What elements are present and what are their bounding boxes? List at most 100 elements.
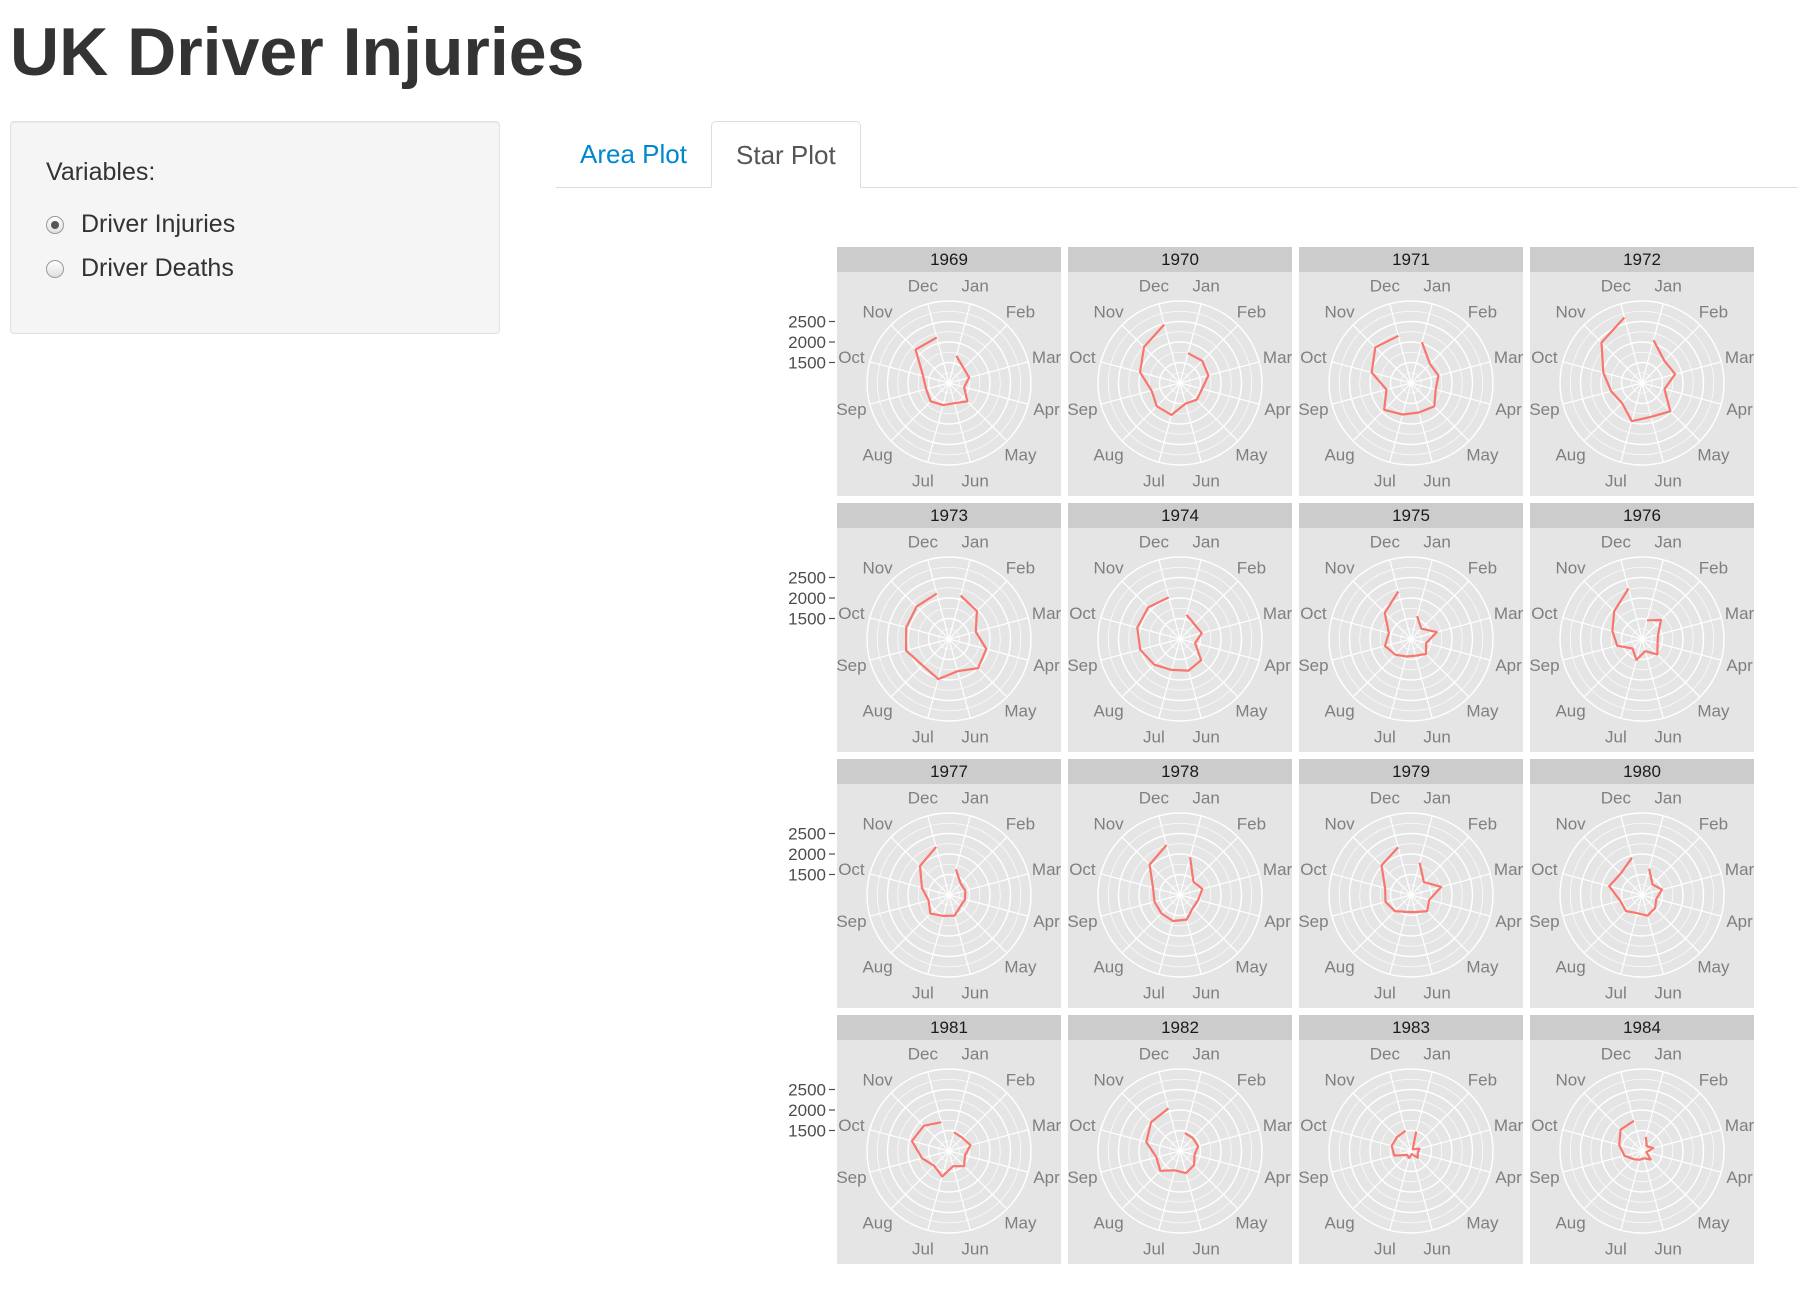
- y-tick-label: 1500: [788, 866, 826, 885]
- grid-spoke: [1100, 873, 1181, 896]
- month-label: Jan: [1192, 532, 1219, 551]
- month-label: Jul: [1605, 984, 1627, 1003]
- tab-area-plot[interactable]: Area Plot: [580, 139, 687, 169]
- grid-spoke: [927, 303, 950, 384]
- month-label: Sep: [1529, 912, 1559, 931]
- month-label: Jan: [1192, 276, 1219, 295]
- grid-spoke: [1583, 894, 1643, 954]
- grid-ring: [1128, 587, 1232, 691]
- grid-spoke: [948, 1150, 971, 1231]
- month-label: Oct: [1069, 1116, 1096, 1135]
- grid-spoke: [1641, 894, 1664, 975]
- y-tick-label: 1500: [788, 1122, 826, 1141]
- radio-driver-deaths[interactable]: Driver Deaths: [46, 254, 234, 283]
- grid-spoke: [948, 894, 971, 975]
- month-label: Oct: [838, 1116, 865, 1135]
- grid-ring: [1400, 628, 1422, 650]
- month-label: May: [1004, 1213, 1037, 1232]
- star-plot-chart: 1969 Jan Feb Mar Apr May Jun Jul Aug Sep Oct Nov Dec…: [788, 247, 1755, 1264]
- month-label: Oct: [1069, 860, 1096, 879]
- grid-ring: [1117, 320, 1243, 446]
- grid-ring: [1107, 822, 1253, 968]
- grid-spoke: [869, 617, 950, 640]
- month-label: Oct: [1531, 348, 1558, 367]
- grid-spoke: [1620, 303, 1643, 384]
- grid-spoke: [1121, 324, 1181, 384]
- month-label: Mar: [1032, 860, 1062, 879]
- grid-ring: [1600, 341, 1684, 425]
- data-line: [910, 1121, 972, 1178]
- month-label: Dec: [1139, 276, 1170, 295]
- facet-strip: [1299, 247, 1523, 272]
- grid-ring: [907, 341, 991, 425]
- month-label: Mar: [1032, 1116, 1062, 1135]
- month-label: Mar: [1263, 1116, 1293, 1135]
- month-label: Jun: [961, 984, 988, 1003]
- month-label: Dec: [1370, 788, 1401, 807]
- grid-spoke: [1179, 638, 1239, 698]
- month-label: Aug: [1093, 1213, 1123, 1232]
- month-label: Aug: [1324, 701, 1354, 720]
- grid-spoke: [1583, 1092, 1643, 1152]
- data-line: [918, 846, 967, 917]
- y-tick-label: 2500: [788, 1081, 826, 1100]
- grid-ring: [1158, 617, 1202, 661]
- month-label: May: [1697, 445, 1730, 464]
- month-label: Jun: [1192, 984, 1219, 1003]
- grid-spoke: [1179, 382, 1260, 405]
- grid-spoke: [1620, 638, 1643, 719]
- month-label: Feb: [1468, 1071, 1497, 1090]
- radio-driver-injuries[interactable]: Driver Injuries: [46, 210, 235, 239]
- grid-spoke: [927, 1150, 950, 1231]
- radio-checked-icon[interactable]: [46, 215, 64, 234]
- tab-star-plot[interactable]: Star Plot: [711, 121, 861, 188]
- month-label: Jun: [1654, 984, 1681, 1003]
- grid-spoke: [1410, 1129, 1491, 1152]
- grid-spoke: [1158, 559, 1181, 640]
- month-label: Feb: [1006, 303, 1035, 322]
- y-tick-label: 2500: [788, 825, 826, 844]
- grid-ring: [1600, 597, 1684, 681]
- grid-spoke: [1100, 382, 1181, 405]
- facet-strip-label: 1979: [1392, 762, 1430, 781]
- grid-ring: [1379, 863, 1443, 927]
- y-tick-label: 2500: [788, 569, 826, 588]
- month-label: Jul: [1143, 728, 1165, 747]
- grid-ring: [1631, 1140, 1653, 1162]
- data-line: [1380, 846, 1443, 914]
- grid-spoke: [1410, 382, 1433, 463]
- month-label: May: [1235, 1213, 1268, 1232]
- facet-panel: 1972 Jan Feb Mar Apr May Jun Jul Aug Sep Oct Nov Dec: [1529, 247, 1755, 496]
- month-label: Apr: [1726, 656, 1753, 675]
- data-line: [914, 336, 971, 407]
- month-label: Jun: [1423, 1240, 1450, 1259]
- month-label: May: [1004, 445, 1037, 464]
- facet-panel: 1977 Jan Feb Mar Apr May Jun Jul Aug Sep Oct Nov Dec…: [788, 759, 1062, 1008]
- grid-ring: [1610, 607, 1674, 671]
- facet-panel: 1974 Jan Feb Mar Apr May Jun Jul Aug Sep Oct Nov Dec: [1067, 503, 1293, 752]
- data-line: [1139, 323, 1210, 416]
- month-label: Oct: [1300, 604, 1327, 623]
- month-label: Aug: [1555, 1213, 1585, 1232]
- grid-spoke: [1641, 559, 1664, 640]
- month-label: Sep: [1529, 656, 1559, 675]
- grid-spoke: [1352, 638, 1412, 698]
- grid-spoke: [948, 382, 971, 463]
- grid-ring: [1620, 361, 1664, 405]
- month-label: Feb: [1237, 303, 1266, 322]
- grid-ring: [1579, 320, 1705, 446]
- grid-ring: [907, 853, 991, 937]
- grid-ring: [876, 1078, 1022, 1224]
- month-label: Dec: [908, 1044, 939, 1063]
- facet-panel: 1976 Jan Feb Mar Apr May Jun Jul Aug Sep Oct Nov Dec: [1529, 503, 1755, 752]
- grid-spoke: [1641, 894, 1701, 954]
- facet-strip-label: 1973: [930, 506, 968, 525]
- grid-ring: [1169, 372, 1191, 394]
- month-label: Feb: [1006, 815, 1035, 834]
- month-label: Oct: [1069, 604, 1096, 623]
- data-line: [1145, 1107, 1200, 1175]
- facet-strip-label: 1983: [1392, 1018, 1430, 1037]
- radio-unchecked-icon[interactable]: [46, 259, 64, 278]
- grid-spoke: [1331, 1129, 1412, 1152]
- month-label: Feb: [1006, 559, 1035, 578]
